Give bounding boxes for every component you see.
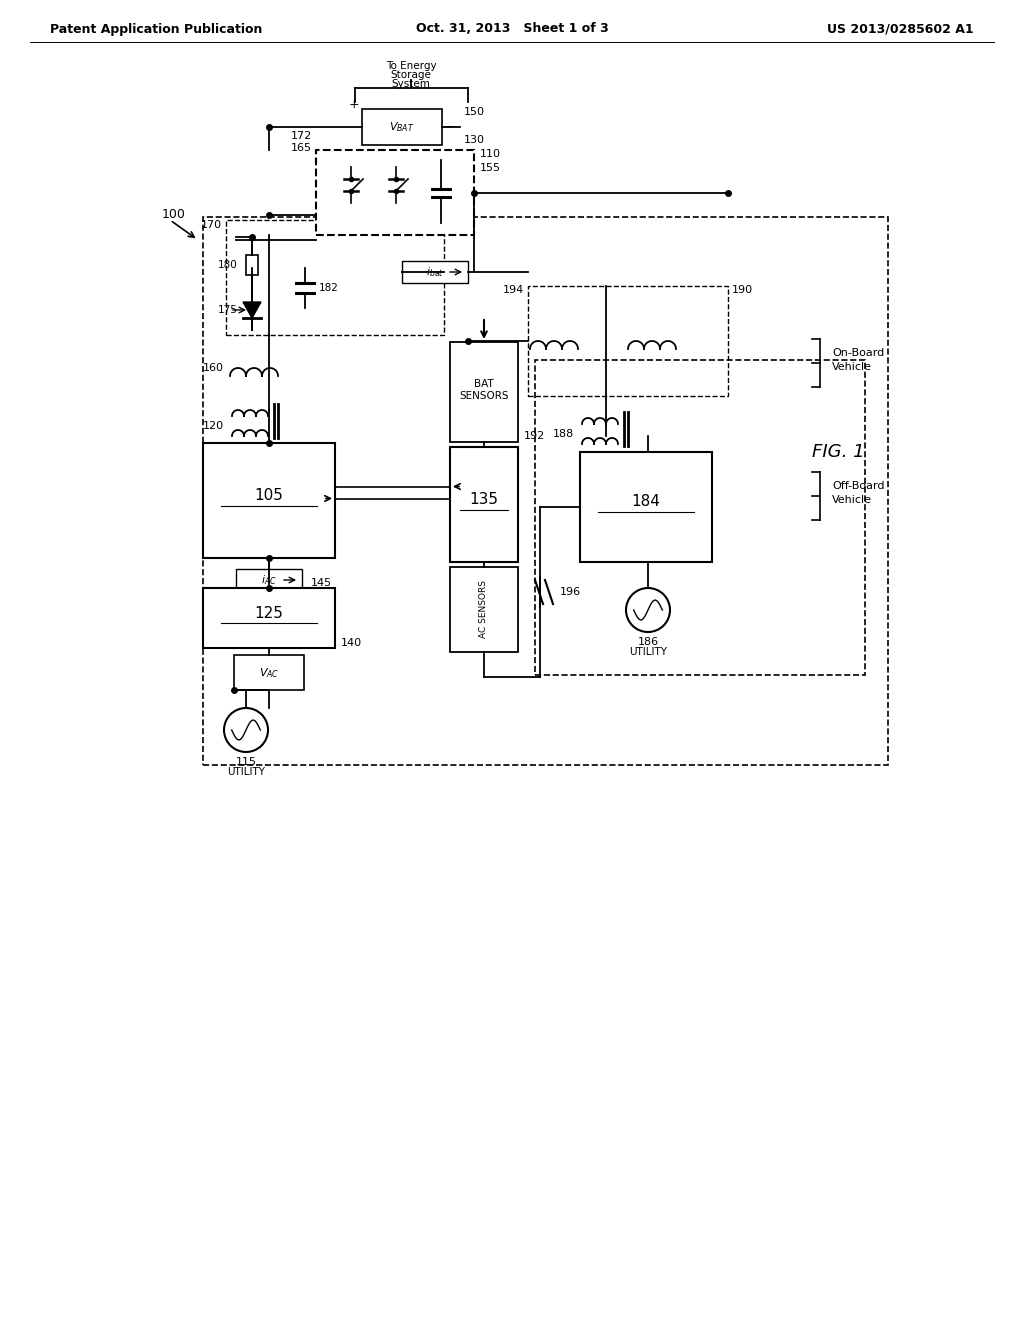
Text: 110: 110 [480, 149, 501, 158]
Text: 192: 192 [524, 432, 545, 441]
Text: To Energy: To Energy [386, 61, 436, 71]
Text: AC SENSORS: AC SENSORS [479, 581, 488, 639]
Text: Vehicle: Vehicle [831, 362, 872, 372]
FancyBboxPatch shape [450, 447, 518, 562]
Text: −: − [442, 120, 454, 135]
Text: 182: 182 [319, 282, 339, 293]
FancyBboxPatch shape [203, 444, 335, 558]
Polygon shape [243, 302, 261, 318]
Text: 186: 186 [637, 638, 658, 647]
Text: 175: 175 [218, 305, 238, 315]
Text: $V_{BAT}$: $V_{BAT}$ [389, 120, 415, 133]
Text: On-Board: On-Board [831, 348, 885, 358]
Text: 135: 135 [469, 492, 499, 507]
Text: 150: 150 [464, 107, 485, 117]
Text: 172: 172 [291, 131, 312, 141]
Text: Oct. 31, 2013   Sheet 1 of 3: Oct. 31, 2013 Sheet 1 of 3 [416, 22, 608, 36]
Text: $i_{AC}$: $i_{AC}$ [261, 573, 276, 587]
Text: 170: 170 [201, 220, 222, 230]
Text: Patent Application Publication: Patent Application Publication [50, 22, 262, 36]
Text: 155: 155 [480, 162, 501, 173]
Text: 140: 140 [341, 638, 362, 648]
Text: $i_{bat}$: $i_{bat}$ [426, 265, 444, 279]
FancyBboxPatch shape [203, 587, 335, 648]
Text: UTILITY: UTILITY [629, 647, 667, 657]
Text: FIG. 1: FIG. 1 [812, 444, 864, 461]
Text: 188: 188 [553, 429, 574, 440]
Text: 180: 180 [218, 260, 238, 271]
Text: 130: 130 [464, 135, 485, 145]
Text: 160: 160 [203, 363, 224, 374]
FancyBboxPatch shape [402, 261, 468, 282]
FancyBboxPatch shape [234, 655, 304, 690]
FancyBboxPatch shape [580, 451, 712, 562]
Text: Storage: Storage [390, 70, 431, 81]
Text: 100: 100 [162, 209, 186, 222]
Text: +: + [349, 99, 359, 111]
Text: 125: 125 [255, 606, 284, 620]
Text: UTILITY: UTILITY [227, 767, 265, 777]
Text: 165: 165 [291, 143, 312, 153]
FancyBboxPatch shape [246, 255, 258, 275]
Text: System: System [391, 79, 430, 88]
FancyBboxPatch shape [362, 110, 442, 145]
Text: 115: 115 [236, 756, 256, 767]
Text: 145: 145 [311, 578, 332, 587]
Text: BAT: BAT [474, 379, 494, 389]
FancyBboxPatch shape [316, 150, 474, 235]
Text: Off-Board: Off-Board [831, 480, 885, 491]
Text: 120: 120 [203, 421, 224, 432]
FancyBboxPatch shape [450, 568, 518, 652]
Text: Vehicle: Vehicle [831, 495, 872, 506]
FancyBboxPatch shape [450, 342, 518, 442]
Text: US 2013/0285602 A1: US 2013/0285602 A1 [827, 22, 974, 36]
Text: $V_{AC}$: $V_{AC}$ [259, 667, 280, 680]
Text: 190: 190 [732, 285, 753, 294]
Text: 105: 105 [255, 488, 284, 503]
Text: 196: 196 [560, 587, 582, 597]
Text: 194: 194 [503, 285, 524, 294]
FancyBboxPatch shape [236, 569, 302, 591]
Text: SENSORS: SENSORS [459, 391, 509, 401]
Text: 184: 184 [632, 495, 660, 510]
